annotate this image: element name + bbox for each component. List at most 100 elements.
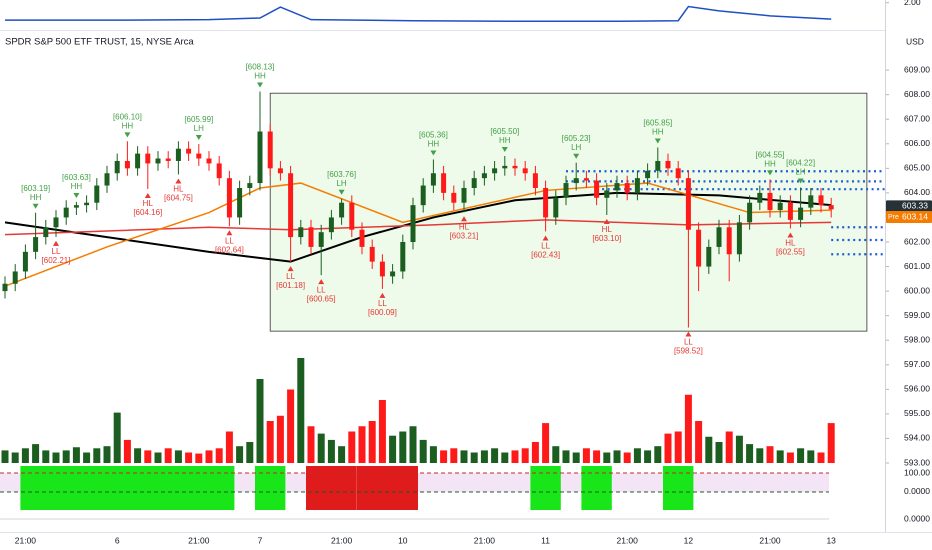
pivot-marker [287,266,294,272]
volume-bar [491,448,499,463]
candle-body [226,178,232,218]
volume-bar [225,431,233,463]
volume-bar [348,431,356,463]
candle-body [553,197,559,218]
volume-bar [552,446,560,463]
price-tag-label: 603.33 [902,201,928,211]
volume-bar [297,358,305,463]
volume-bar [460,450,468,463]
pivot-marker [73,192,80,198]
volume-bar [236,446,244,463]
y-tick-label: 0.0000 [904,513,930,523]
pivot-label: HH [499,136,511,145]
candle-body [247,183,253,188]
candle-body [379,261,385,277]
pivot-price: [600.09] [368,308,397,317]
candle-body [328,217,334,233]
volume-bar [317,433,325,463]
pivot-label: HH [30,193,42,202]
candle-body [369,246,375,262]
candle-body [736,222,742,255]
volume-bar [429,446,437,463]
candle-body [390,271,396,277]
volume-bar [32,444,40,463]
price-tag-prefix: Pre [888,214,899,221]
volume-bar [287,389,295,463]
pivot-marker [338,189,345,195]
candle-body [583,178,589,181]
candle-body [481,173,487,179]
y-tick-label: 601.00 [904,261,930,271]
volume-bar [144,450,152,463]
volume-bar [164,448,172,463]
y-tick-label: 598.00 [904,334,930,344]
pivot-marker [787,232,794,238]
pivot-price: [603.19] [21,184,50,193]
pivot-label: HH [254,72,266,81]
candle-body [512,165,518,169]
candle-body [206,158,212,164]
candle-body [685,178,691,230]
candle-body [808,195,814,208]
y-tick-label: 605.00 [904,163,930,173]
candle-body [298,227,304,238]
volume-bar [572,452,580,463]
x-tick-label: 21:00 [474,535,496,545]
pivot-label: LL [684,338,693,347]
volume-bar [501,452,509,463]
pivot-marker [767,170,773,176]
candle-body [573,178,579,184]
volume-bar [123,439,131,463]
candle-body [43,227,49,238]
pivot-marker [501,147,508,153]
pivot-marker [32,203,39,209]
volume-bar [735,435,743,463]
volume-bar [256,379,264,463]
volume-bar [154,452,162,463]
volume-bar [338,446,346,463]
pivot-marker [318,279,325,285]
volume-bar [174,450,182,463]
pivot-price: [605.36] [419,131,448,140]
indicator-line [5,5,832,23]
volume-bar [62,450,70,463]
volume-bar [368,421,376,463]
x-tick-label: 21:00 [617,535,639,545]
volume-bar [450,448,458,463]
volume-bar [521,448,529,463]
candle-body [420,185,426,206]
price-tag-label: 603.14 [902,211,928,221]
candle-body [308,227,314,247]
x-tick-label: 21:00 [188,535,210,545]
volume-bar [562,450,570,463]
volume-bar [215,448,223,463]
x-tick-label: 11 [541,535,550,545]
candle-body [237,187,243,218]
volume-bar [419,439,427,463]
y-tick-label: 608.00 [904,89,930,99]
candle-body [12,271,18,284]
pivot-marker [654,138,661,144]
candle-body [818,195,824,206]
volume-bar [358,426,366,463]
pivot-label: LH [336,179,346,188]
candle-body [318,232,324,247]
pivot-marker [175,178,182,184]
currency-label: USD [906,36,924,46]
pivot-marker [430,150,437,156]
volume-bar [389,435,397,463]
candle-body [532,173,538,188]
volume-bar [246,442,254,463]
candle-body [614,183,620,191]
candle-body [828,205,834,210]
volume-bar [664,433,672,463]
volume-bar [695,421,703,463]
volume-bar [613,450,621,463]
pivot-marker [379,292,386,298]
pivot-price: [608.13] [246,63,275,72]
candle-body [124,160,130,169]
candle-body [757,192,763,203]
candle-body [502,165,508,169]
candle-body [175,148,181,161]
moving-average [4,191,832,263]
